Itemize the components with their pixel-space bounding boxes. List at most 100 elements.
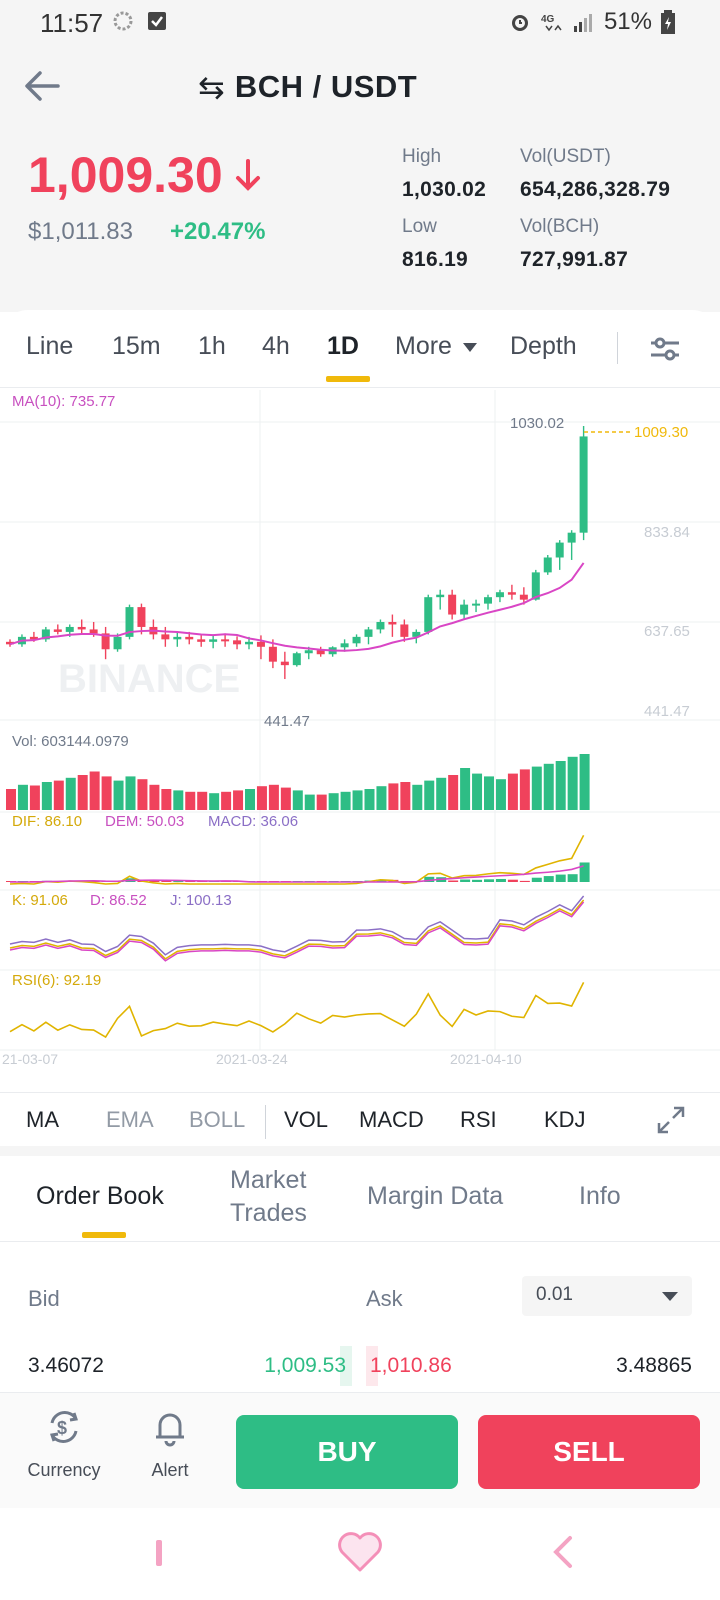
currency-label: Currency: [27, 1460, 101, 1480]
x-tick-2: 2021-03-24: [216, 1051, 288, 1067]
tab-1d[interactable]: 1D: [327, 332, 359, 360]
volume-bar-41: [495, 779, 506, 810]
tab-more[interactable]: More: [395, 332, 477, 361]
macd-bar-14: [173, 881, 184, 882]
tab-15m[interactable]: 15m: [112, 332, 161, 360]
volume-bar-16: [197, 791, 208, 810]
svg-text:4G: 4G: [541, 14, 555, 25]
volume-bar-29: [352, 790, 363, 810]
volume-bar-21: [256, 786, 267, 810]
order-book-row[interactable]: 3.46072 1,009.53 1,010.86 3.48865: [0, 1346, 720, 1392]
back-arrow-icon[interactable]: [22, 66, 62, 106]
candle-body-37: [448, 594, 457, 615]
indicator-macd[interactable]: MACD: [359, 1107, 424, 1132]
back-chevron-icon[interactable]: [548, 1532, 576, 1572]
chart-card: Line 15m 1h 4h 1D More Depth: [0, 310, 720, 1090]
macd-label: MACD: 36.06: [208, 813, 298, 830]
status-system-icons: 4G 51%: [508, 8, 676, 36]
volume-bar-20: [245, 789, 255, 810]
volume-label: Vol: 603144.0979: [12, 733, 129, 750]
ask-price: 1,010.86: [366, 1346, 452, 1386]
ma-line: [9, 562, 585, 652]
tab-line[interactable]: Line: [26, 332, 74, 360]
indicator-bar: MA EMA BOLL VOL MACD RSI KDJ: [0, 1092, 720, 1156]
macd-bar-46: [555, 874, 566, 882]
currency-button[interactable]: $ Currency: [24, 1407, 104, 1481]
tab-1h[interactable]: 1h: [198, 332, 226, 360]
volume-bar-43: [519, 769, 530, 810]
macd-bar-13: [161, 881, 172, 882]
volume-bar-32: [388, 783, 399, 810]
buy-button[interactable]: BUY: [236, 1415, 458, 1489]
candle-body-3: [41, 629, 50, 640]
candle-body-23: [280, 661, 289, 666]
k-label: K: 91.06: [12, 892, 68, 909]
alert-button[interactable]: Alert: [140, 1407, 200, 1481]
tab-margin-data[interactable]: Margin Data: [367, 1182, 504, 1210]
candle-body-32: [388, 621, 397, 625]
home-heart-icon[interactable]: [336, 1530, 384, 1574]
tab-info[interactable]: Info: [579, 1182, 621, 1210]
kline-chart[interactable]: BINANCE MA(10): 735.77 1030.02 1009.30 4…: [0, 390, 720, 1090]
caret-down-icon: [462, 342, 477, 352]
4g-signal-icon: 4G: [541, 14, 562, 32]
tab-order-book[interactable]: Order Book: [36, 1182, 164, 1210]
candle-body-2: [29, 636, 38, 640]
candle-body-43: [519, 594, 528, 600]
tab-4h[interactable]: 4h: [262, 332, 290, 360]
precision-select[interactable]: 0.01: [522, 1276, 692, 1316]
x-tick-3: 2021-04-10: [450, 1051, 522, 1067]
high-label: High: [402, 146, 442, 167]
candle-body-16: [197, 639, 206, 642]
pair-title: BCH / USDT: [234, 69, 418, 104]
d-label: D: 86.52: [90, 892, 147, 909]
volume-bar-36: [436, 777, 447, 810]
tab-market-trades[interactable]: Market Trades: [230, 1164, 307, 1230]
indicator-rsi[interactable]: RSI: [460, 1107, 497, 1132]
volume-bar-19: [233, 790, 244, 810]
rsi-line: [9, 982, 585, 1039]
fiat-price: $1,011.83: [28, 218, 133, 245]
indicator-ma[interactable]: MA: [26, 1107, 59, 1132]
sell-button[interactable]: SELL: [478, 1415, 700, 1489]
bid-quantity: 3.46072: [28, 1354, 104, 1377]
volume-bar-45: [543, 763, 554, 810]
pair-selector[interactable]: ⇆ BCH / USDT: [198, 68, 417, 106]
ask-column-label: Ask: [366, 1286, 403, 1311]
trade-action-bar: $ Currency Alert BUY SELL: [0, 1392, 720, 1508]
precision-value: 0.01: [536, 1284, 573, 1305]
indicator-kdj[interactable]: KDJ: [544, 1107, 586, 1132]
candle-body-8: [101, 633, 110, 650]
tab-depth[interactable]: Depth: [510, 332, 577, 360]
recent-apps-icon[interactable]: [156, 1540, 162, 1566]
y-tick-1: 833.84: [644, 524, 690, 541]
candle-body-14: [173, 636, 182, 640]
status-time: 11:57: [40, 8, 104, 38]
indicator-vol[interactable]: VOL: [284, 1107, 329, 1132]
candle-body-20: [245, 641, 253, 645]
volume-bar-10: [125, 776, 136, 810]
macd-bar-37: [448, 880, 459, 882]
indicator-boll[interactable]: BOLL: [189, 1107, 246, 1132]
volume-bar-18: [221, 791, 232, 810]
swap-arrows-icon: ⇆: [198, 69, 225, 105]
chart-grid: [0, 390, 720, 1051]
candle-body-29: [352, 636, 361, 644]
candle-body-38: [460, 604, 469, 615]
low-marker: 441.47: [264, 713, 310, 730]
x-tick-1: 21-03-07: [2, 1051, 58, 1067]
volume-bar-39: [472, 773, 483, 810]
d-line: [9, 901, 585, 962]
candle-body-47: [567, 532, 576, 543]
fullscreen-expand-icon[interactable]: [656, 1105, 686, 1135]
indicator-ema[interactable]: EMA: [106, 1107, 154, 1132]
candle-body-18: [221, 639, 230, 642]
chart-settings-icon[interactable]: [648, 332, 682, 366]
indicator-divider: [265, 1105, 266, 1139]
candle-body-4: [53, 629, 62, 632]
watermark-text: BINANCE: [58, 657, 240, 701]
volume-bar-3: [41, 782, 52, 810]
candle-body-11: [137, 607, 146, 627]
volume-bar-6: [77, 775, 88, 810]
y-tick-3: 441.47: [644, 703, 690, 720]
